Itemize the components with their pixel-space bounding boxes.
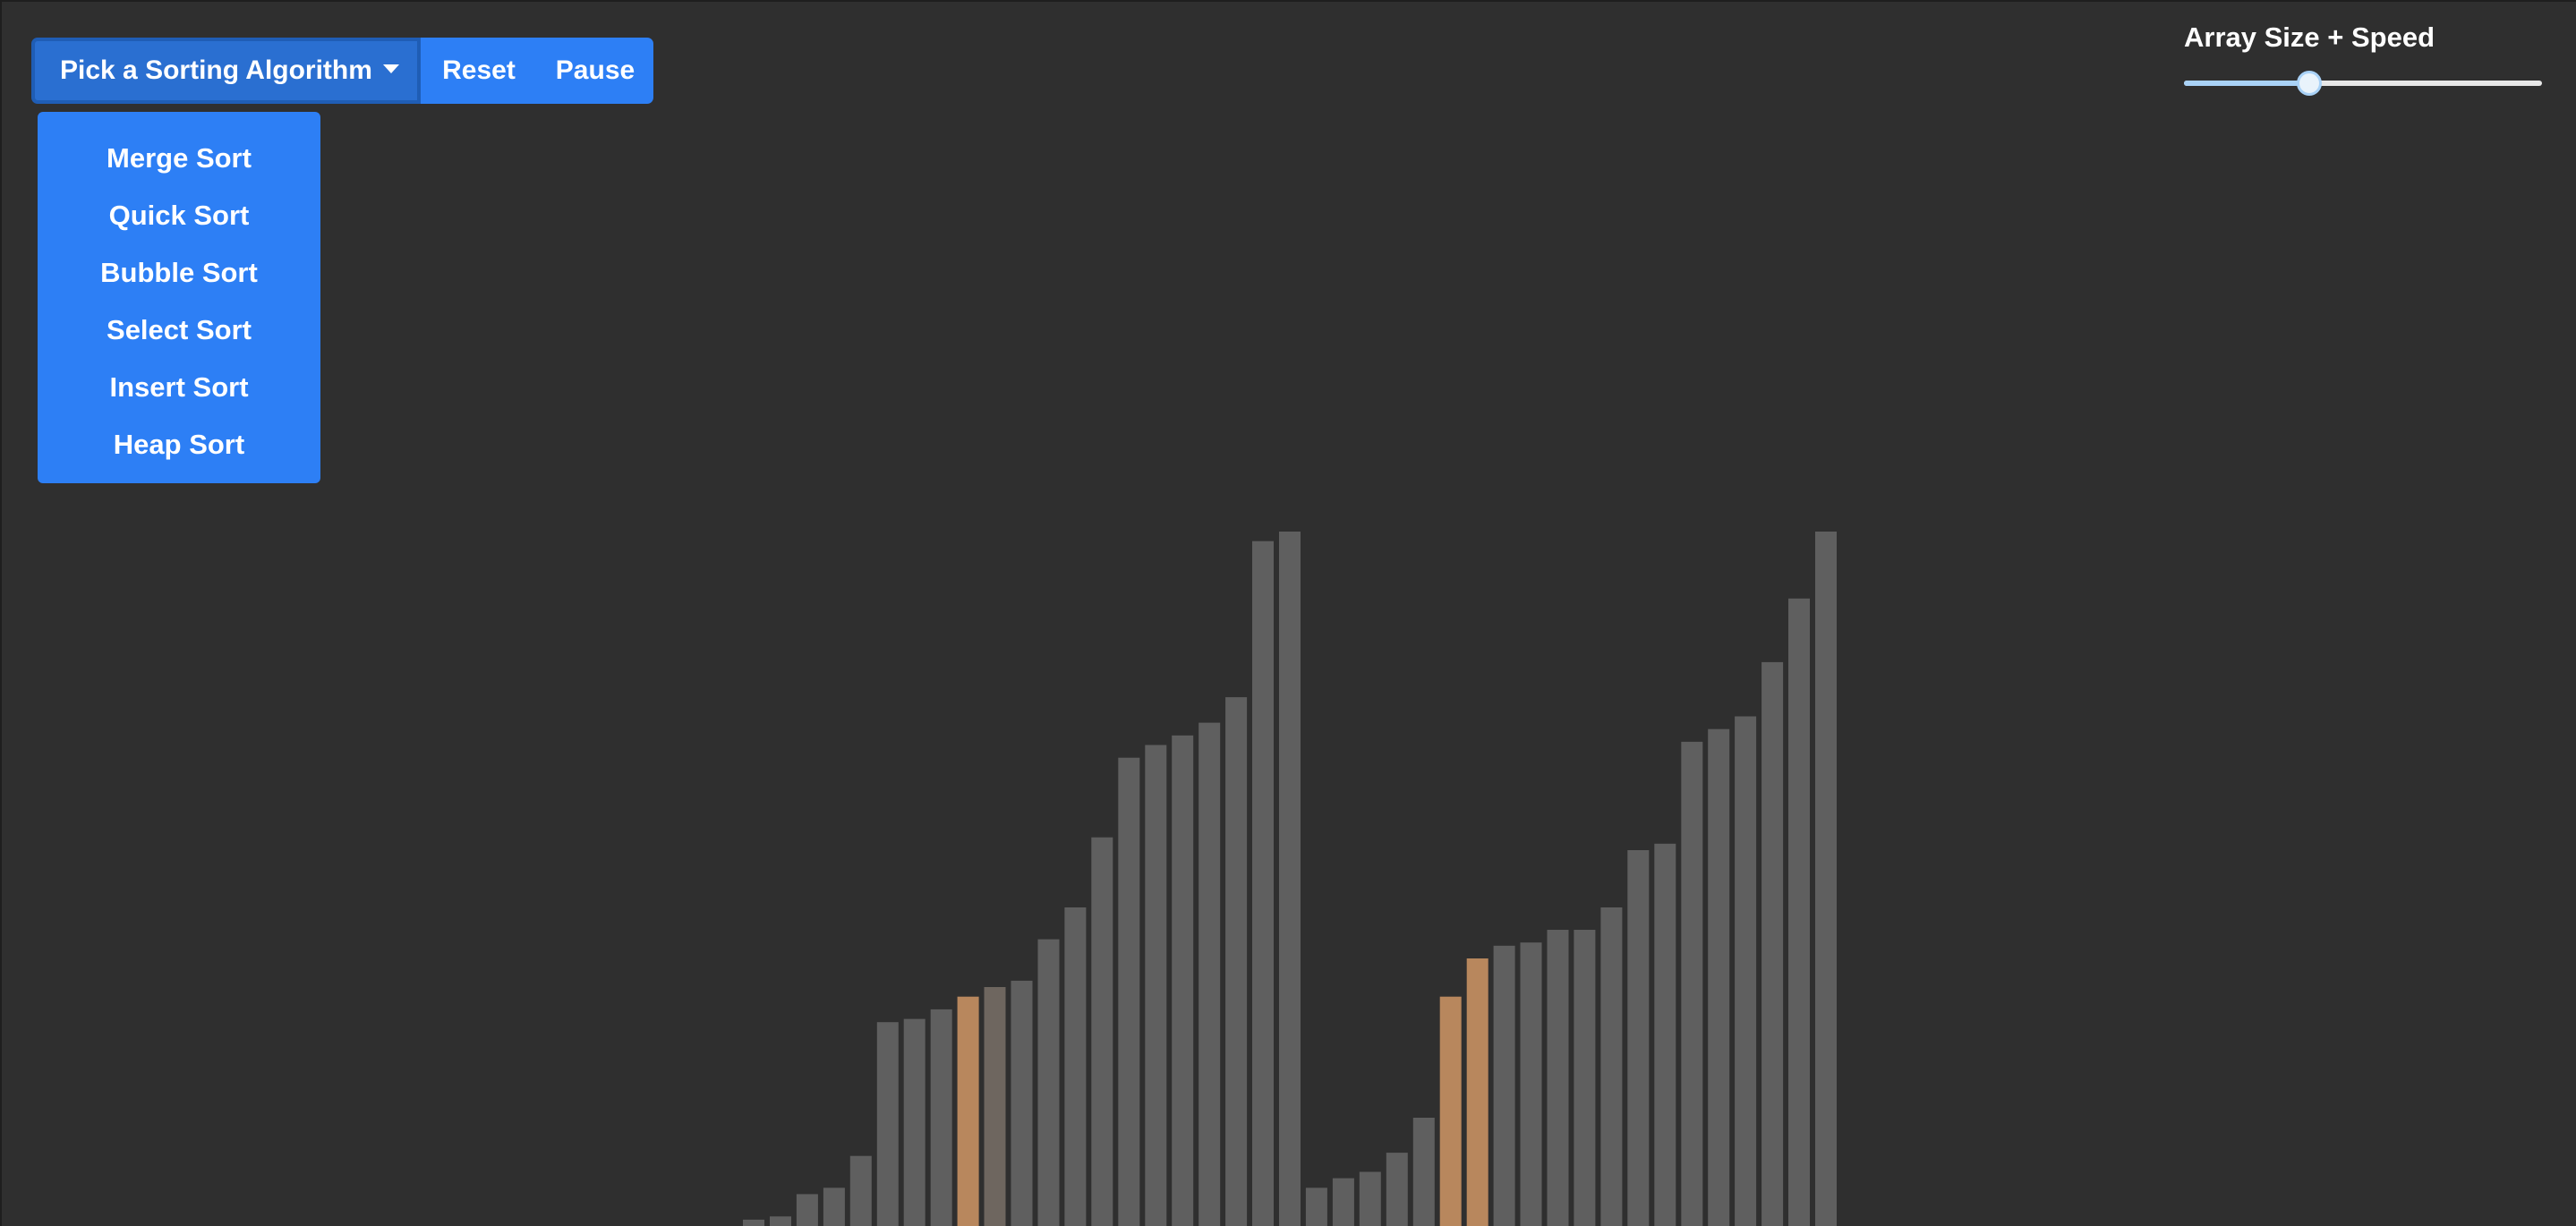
array-bar	[1252, 541, 1274, 1226]
size-speed-control: Array Size + Speed	[2184, 21, 2542, 102]
array-bar	[1627, 850, 1650, 1226]
algorithm-dropdown-menu: Merge Sort Quick Sort Bubble Sort Select…	[38, 112, 320, 483]
array-bar	[876, 1022, 899, 1226]
caret-down-icon	[382, 64, 399, 74]
slider-thumb[interactable]	[2297, 71, 2322, 96]
array-bar	[1761, 661, 1784, 1226]
array-bar	[903, 1018, 925, 1226]
array-bar	[1788, 598, 1810, 1226]
array-bar	[1279, 532, 1301, 1226]
array-bar	[1681, 741, 1703, 1226]
array-bar	[1520, 942, 1542, 1226]
array-bar	[1305, 1188, 1327, 1226]
array-bar	[1815, 532, 1837, 1226]
menu-item-merge-sort[interactable]: Merge Sort	[107, 142, 252, 174]
array-bar	[930, 1009, 952, 1226]
pause-button[interactable]: Pause	[537, 38, 653, 104]
algorithm-dropdown-button[interactable]: Pick a Sorting Algorithm	[31, 38, 421, 104]
array-bar	[770, 1216, 791, 1226]
array-bar	[1654, 843, 1676, 1226]
array-bar	[1064, 907, 1087, 1226]
array-bar	[849, 1155, 872, 1226]
array-bar	[1011, 980, 1033, 1226]
array-bar	[1466, 958, 1488, 1226]
array-bar	[1735, 716, 1757, 1226]
array-bar	[1037, 939, 1060, 1226]
menu-item-quick-sort[interactable]: Quick Sort	[108, 200, 250, 231]
array-bar	[743, 1219, 764, 1226]
array-bar	[1172, 735, 1194, 1226]
array-bar	[823, 1188, 845, 1226]
array-bar	[1332, 1178, 1354, 1226]
menu-item-heap-sort[interactable]: Heap Sort	[113, 429, 245, 460]
array-bar	[1359, 1171, 1381, 1226]
array-bar	[1439, 996, 1462, 1226]
size-speed-slider[interactable]	[2184, 71, 2542, 96]
top-border	[0, 0, 2576, 2]
array-bar	[1225, 697, 1248, 1226]
algorithm-dropdown-label: Pick a Sorting Algorithm	[60, 55, 372, 85]
array-bar	[1600, 907, 1623, 1226]
array-bar	[1198, 722, 1221, 1226]
array-bar	[1412, 1118, 1435, 1226]
array-bar	[1091, 837, 1113, 1226]
array-bar	[1708, 728, 1730, 1226]
array-bar	[1574, 930, 1596, 1226]
left-border	[0, 0, 2, 1226]
array-bar	[1386, 1153, 1408, 1226]
array-bar	[1547, 930, 1569, 1226]
menu-item-insert-sort[interactable]: Insert Sort	[109, 371, 249, 403]
slider-fill	[2184, 81, 2309, 86]
array-bar	[796, 1194, 818, 1226]
array-bar	[1118, 757, 1140, 1226]
array-bar	[957, 996, 979, 1226]
toolbar: Pick a Sorting Algorithm Reset Pause	[31, 38, 653, 104]
array-bar	[1145, 745, 1167, 1226]
array-bar	[1493, 945, 1515, 1226]
menu-item-bubble-sort[interactable]: Bubble Sort	[100, 257, 258, 288]
reset-button[interactable]: Reset	[421, 38, 537, 104]
slider-label: Array Size + Speed	[2184, 21, 2435, 53]
array-bar	[984, 987, 1006, 1226]
menu-item-select-sort[interactable]: Select Sort	[107, 314, 252, 345]
